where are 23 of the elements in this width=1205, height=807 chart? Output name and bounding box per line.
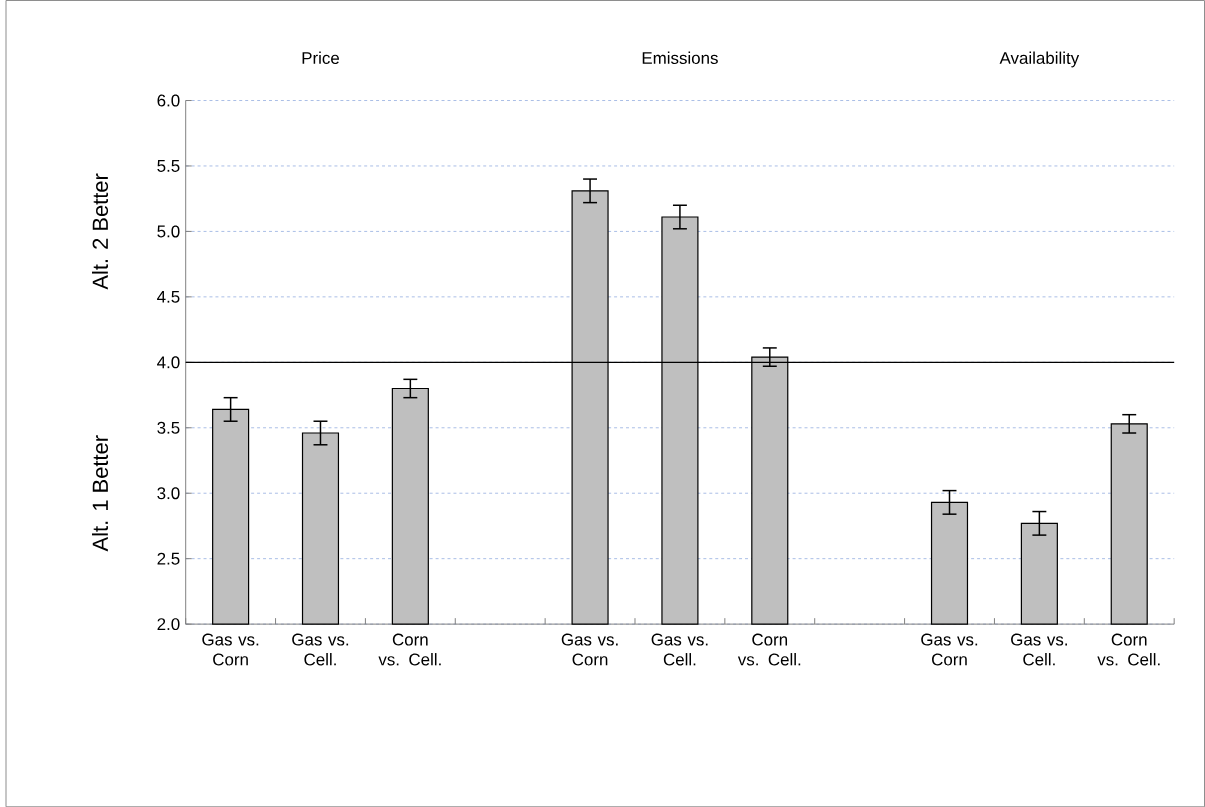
text: Availability (999, 51, 1080, 68)
text: Emissions (642, 51, 718, 64)
text: Alt. 2 Better (91, 173, 109, 290)
y-tick-label: 6.0 (157, 94, 180, 107)
y-tick-label: 4.0 (157, 356, 180, 369)
text: Price (302, 51, 340, 64)
x-tick-label: Gas vs. Corn (561, 633, 618, 666)
text: Alt. 1 Better (91, 435, 109, 552)
y-tick-label: 4.5 (157, 290, 180, 303)
x-tick-label: Gas vs. Corn (921, 633, 978, 666)
y-tick-label: 3.5 (157, 421, 180, 434)
x-tick-label: Corn vs. Cell. (737, 633, 801, 666)
y-tick-label: 5.0 (157, 225, 180, 238)
x-tick-label: Gas vs. Cell. (1011, 633, 1067, 666)
x-tick-label: Corn vs. Cell. (1097, 633, 1160, 666)
y-tick-label: 3.0 (157, 487, 180, 500)
x-tick-label: Gas vs. Corn (202, 633, 259, 666)
x-tick-label: Gas vs. Cell. (651, 633, 708, 666)
y-tick-label: 2.5 (157, 552, 180, 565)
y-tick-label: 5.5 (157, 159, 180, 172)
x-tick-label: Corn vs. Cell. (378, 633, 441, 666)
x-tick-label: Gas vs. Cell. (292, 633, 349, 666)
y-tick-label: 2.0 (157, 617, 180, 630)
